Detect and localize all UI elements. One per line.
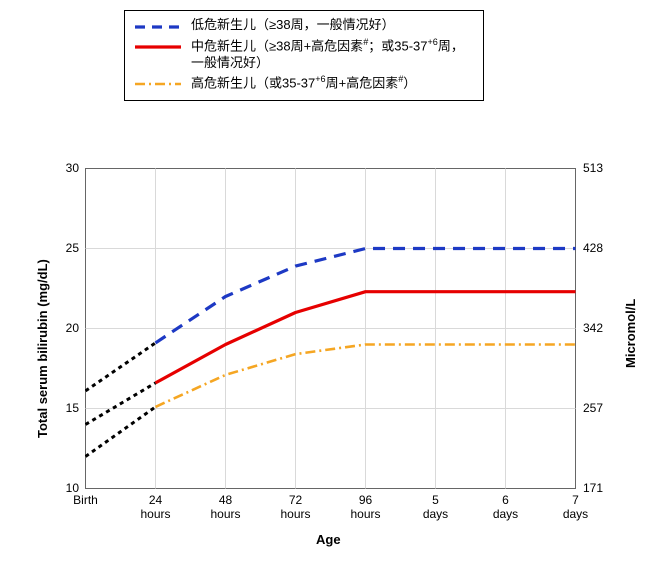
x-tick: 96hours bbox=[338, 494, 394, 522]
legend-item: 低危新生儿（≥38周，一般情况好） bbox=[135, 17, 473, 35]
legend-box: 低危新生儿（≥38周，一般情况好） 中危新生儿（≥38周+高危因素#；或35-37… bbox=[124, 10, 484, 101]
y-left-tick: 15 bbox=[66, 401, 79, 415]
y-left-tick: 30 bbox=[66, 161, 79, 175]
legend-swatch bbox=[135, 39, 181, 55]
y-right-tick: 513 bbox=[583, 161, 603, 175]
x-tick: 48hours bbox=[198, 494, 254, 522]
legend-swatch bbox=[135, 76, 181, 92]
legend-swatch bbox=[135, 19, 181, 35]
legend-item: 中危新生儿（≥38周+高危因素#；或35-37+6周，一般情况好） bbox=[135, 37, 473, 72]
x-tick: 5days bbox=[408, 494, 464, 522]
y-axis-left-title: Total serum bilirubin (mg/dL) bbox=[35, 259, 50, 438]
x-tick: 7days bbox=[548, 494, 604, 522]
x-axis-title: Age bbox=[316, 532, 341, 547]
legend-label: 低危新生儿（≥38周，一般情况好） bbox=[191, 17, 395, 34]
x-tick: Birth bbox=[58, 494, 114, 508]
y-left-tick: 20 bbox=[66, 321, 79, 335]
legend-item: 高危新生儿（或35-37+6周+高危因素#） bbox=[135, 74, 473, 92]
chart-plot bbox=[85, 168, 577, 490]
x-tick: 72hours bbox=[268, 494, 324, 522]
y-right-tick: 342 bbox=[583, 321, 603, 335]
x-tick: 6days bbox=[478, 494, 534, 522]
y-right-tick: 257 bbox=[583, 401, 603, 415]
legend-label: 高危新生儿（或35-37+6周+高危因素#） bbox=[191, 74, 416, 92]
legend-label: 中危新生儿（≥38周+高危因素#；或35-37+6周，一般情况好） bbox=[191, 37, 473, 72]
y-left-tick: 25 bbox=[66, 241, 79, 255]
x-tick: 24hours bbox=[128, 494, 184, 522]
y-axis-right-title: Micromol/L bbox=[623, 299, 638, 368]
y-right-tick: 171 bbox=[583, 481, 603, 495]
y-right-tick: 428 bbox=[583, 241, 603, 255]
